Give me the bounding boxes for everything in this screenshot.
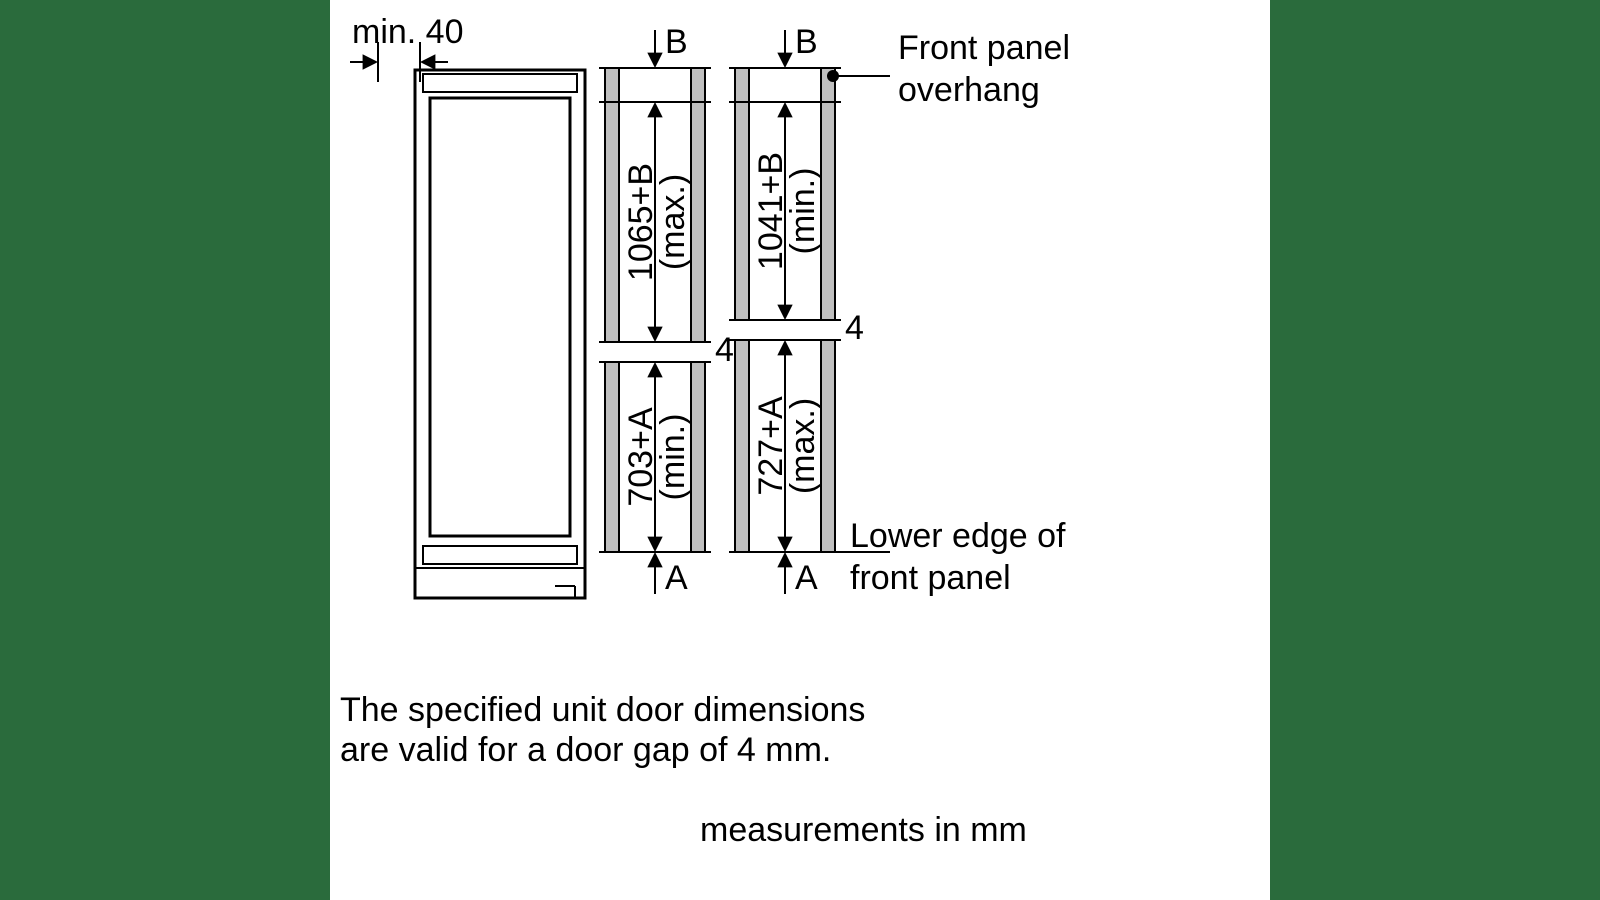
dim-min-40: min. 40 xyxy=(350,13,464,82)
svg-text:(max.): (max.) xyxy=(784,398,822,494)
label-lower-2: front panel xyxy=(850,559,1011,597)
svg-text:B: B xyxy=(665,23,688,61)
caption-block: The specified unit door dimensionsare va… xyxy=(340,691,1027,849)
label-front-panel-1: Front panel xyxy=(898,29,1070,67)
diagram-svg: min. 40BA1065+B(max.)703+A(min.)4BA1041+… xyxy=(330,0,1270,900)
appliance-outline xyxy=(415,70,585,598)
diagram-sheet: min. 40BA1065+B(max.)703+A(min.)4BA1041+… xyxy=(330,0,1270,900)
svg-text:4: 4 xyxy=(845,309,864,347)
panel-column-right: BA1041+B(min.)727+A(max.)4 xyxy=(729,23,864,597)
callout-front-panel-overhang: Front panel overhang xyxy=(827,29,1070,109)
svg-text:A: A xyxy=(665,559,688,597)
svg-text:(max.): (max.) xyxy=(654,174,692,270)
label-lower-1: Lower edge of xyxy=(850,517,1066,555)
label-front-panel-2: overhang xyxy=(898,71,1040,109)
svg-text:A: A xyxy=(795,559,818,597)
panel-column-left: BA1065+B(max.)703+A(min.)4 xyxy=(599,23,734,597)
callout-lower-edge: Lower edge of front panel xyxy=(830,517,1066,597)
caption-line-1: The specified unit door dimensions xyxy=(340,691,865,729)
svg-text:4: 4 xyxy=(715,331,734,369)
caption-line-2: are valid for a door gap of 4 mm. xyxy=(340,731,831,769)
label-min-40: min. 40 xyxy=(352,13,464,51)
caption-line-3: measurements in mm xyxy=(700,811,1027,849)
svg-text:(min.): (min.) xyxy=(784,168,822,255)
svg-text:(min.): (min.) xyxy=(654,414,692,501)
svg-text:B: B xyxy=(795,23,818,61)
